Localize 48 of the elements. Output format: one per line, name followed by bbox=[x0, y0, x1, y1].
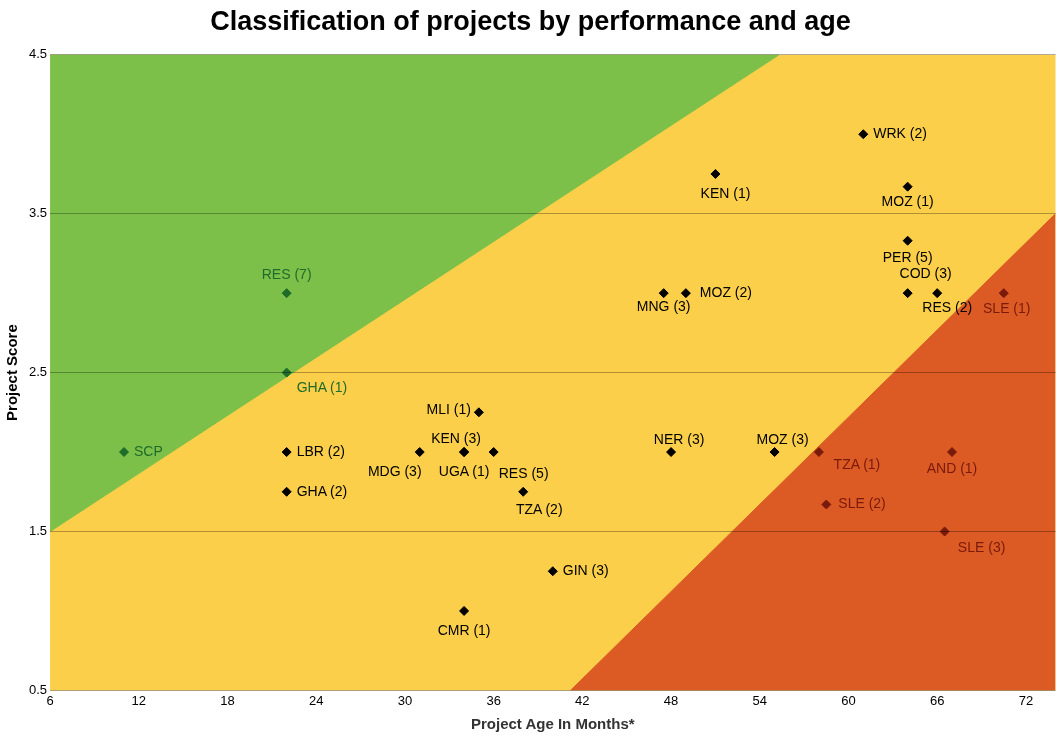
y-tick-label: 3.5 bbox=[28, 205, 48, 221]
annotation: SLE (1) bbox=[983, 300, 1031, 317]
annotation: WRK (2) bbox=[873, 125, 927, 142]
y-axis-title: Project Score bbox=[3, 324, 21, 421]
annotation: AND (1) bbox=[926, 459, 978, 476]
annotation: RES (5) bbox=[498, 464, 549, 481]
annotation: SLE (2) bbox=[838, 495, 886, 512]
annotation: CMR (1) bbox=[437, 621, 491, 638]
annotation: MOZ (3) bbox=[756, 430, 809, 447]
x-tick-label: 42 bbox=[575, 692, 590, 708]
annotation: MDG (3) bbox=[367, 462, 422, 479]
x-tick-label: 48 bbox=[663, 692, 679, 708]
annotation: SCP bbox=[134, 442, 163, 459]
annotation: UGA (1) bbox=[438, 462, 490, 479]
x-axis-title: Project Age In Months* bbox=[470, 715, 635, 733]
annotation: MNG (3) bbox=[636, 298, 691, 315]
x-tick-label: 24 bbox=[308, 692, 324, 708]
annotation: KEN (1) bbox=[700, 184, 751, 201]
annotation: PER (5) bbox=[882, 248, 933, 265]
x-tick-label: 66 bbox=[929, 692, 945, 708]
annotation: LBR (2) bbox=[296, 442, 345, 459]
annotation: KEN (3) bbox=[431, 429, 481, 446]
annotation: GHA (2) bbox=[296, 482, 348, 499]
x-tick-label: 60 bbox=[841, 692, 856, 708]
annotation: TZA (1) bbox=[833, 455, 881, 472]
y-tick-label: 4.5 bbox=[28, 46, 48, 62]
x-tick-label: 6 bbox=[46, 692, 54, 708]
annotation: GHA (1) bbox=[296, 379, 348, 396]
annotation: COD (3) bbox=[899, 265, 952, 282]
annotation: MOZ (2) bbox=[699, 284, 752, 301]
x-tick-label: 30 bbox=[397, 692, 413, 708]
y-tick-label: 1.5 bbox=[28, 523, 48, 539]
annotation: TZA (2) bbox=[515, 500, 563, 517]
annotation: MLI (1) bbox=[426, 401, 471, 418]
chart-title: Classification of projects by performance and age bbox=[209, 6, 852, 37]
x-tick-label: 54 bbox=[752, 692, 768, 708]
annotation: NER (3) bbox=[653, 430, 705, 447]
annotation: MOZ (1) bbox=[881, 192, 934, 209]
x-tick-label: 36 bbox=[486, 692, 501, 708]
annotation: GIN (3) bbox=[562, 562, 609, 579]
x-tick-label: 18 bbox=[220, 692, 235, 708]
x-tick-label: 12 bbox=[131, 692, 147, 708]
annotation: RES (2) bbox=[922, 299, 973, 316]
x-tick-label: 72 bbox=[1018, 692, 1034, 708]
annotation: RES (7) bbox=[261, 266, 312, 283]
y-tick-label: 2.5 bbox=[28, 364, 48, 380]
y-tick-label: 0.5 bbox=[28, 681, 48, 697]
annotation: SLE (3) bbox=[957, 539, 1006, 556]
